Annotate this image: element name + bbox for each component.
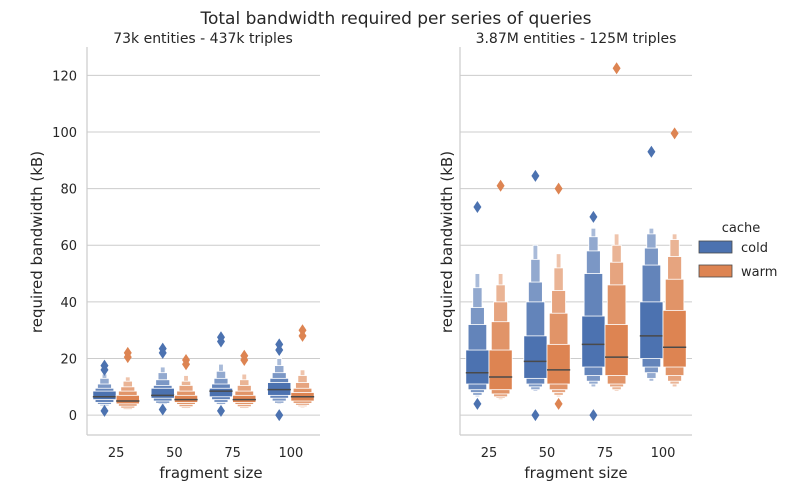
y-tick-label: 20 [60,353,77,368]
y-tick-label: 100 [52,126,77,141]
legend: cache cold warm [698,221,777,280]
boxen-level [546,343,571,385]
boxen-level [115,394,140,405]
outlier-point [473,201,482,214]
right-y-axis-label: required bandwidth (kB) [438,151,456,333]
boxen-level [662,309,687,368]
outlier-point [216,404,225,417]
outlier-point [612,62,621,75]
boxen-level [488,349,513,391]
boxen-level [208,387,234,398]
legend-title: cache [722,221,761,236]
right-x-axis-label: fragment size [524,464,627,482]
outlier-point [100,404,109,417]
left-panel-title: 73k entities - 437k triples [113,31,293,47]
outlier-point [647,145,656,158]
outlier-point [240,353,249,366]
left-y-axis-label: required bandwidth (kB) [28,151,46,333]
x-tick-label: 75 [224,446,241,461]
x-tick-label: 100 [278,446,303,461]
boxen-level [604,324,629,376]
x-tick-label: 25 [481,446,498,461]
outlier-point [554,397,563,410]
outlier-point [158,403,167,416]
outlier-point [496,179,505,192]
outlier-point [123,351,132,364]
outlier-point [473,397,482,410]
outlier-point [158,346,167,359]
outlier-point [670,127,679,140]
left-x-axis-label: fragment size [159,464,262,482]
y-tick-label: 80 [60,183,77,198]
outlier-point [182,358,191,371]
left-panel: 73k entities - 437k triples fragment siz… [28,31,320,482]
y-tick-label: 0 [69,409,77,424]
x-tick-label: 75 [597,446,614,461]
boxen-level [465,349,490,385]
outlier-point [275,409,284,422]
x-tick-label: 100 [651,446,676,461]
legend-swatch-warm [698,264,733,278]
outlier-point [531,409,540,422]
boxen-level [523,335,548,379]
outlier-point [554,182,563,195]
legend-swatch-cold [698,240,733,254]
boxen-level [639,301,664,359]
outlier-point [531,169,540,182]
outlier-point [589,210,598,223]
legend-label-warm: warm [741,265,777,280]
outlier-point [275,344,284,357]
outlier-point [216,335,225,348]
outlier-point [100,363,109,376]
x-tick-label: 50 [539,446,556,461]
boxen-level [150,387,175,399]
figure-title: Total bandwidth required per series of q… [199,9,591,29]
y-tick-label: 40 [60,296,77,311]
boxen-level [581,315,606,368]
outlier-point [298,329,307,342]
legend-label-cold: cold [741,241,768,256]
boxen-level [92,390,117,400]
y-tick-label: 60 [60,239,77,254]
x-tick-label: 50 [166,446,183,461]
outlier-point [589,409,598,422]
x-tick-label: 25 [108,446,125,461]
right-panel-title: 3.87M entities - 125M triples [476,31,677,47]
y-tick-label: 120 [52,69,77,84]
right-panel: 3.87M entities - 125M triples fragment s… [438,31,692,482]
